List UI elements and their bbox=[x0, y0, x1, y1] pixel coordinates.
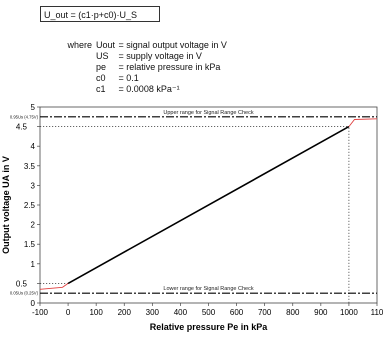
definition-row: c0 = 0.1 bbox=[58, 73, 227, 84]
definition-lead: where bbox=[67, 40, 92, 50]
y-tick-label: 4.5 bbox=[16, 123, 28, 132]
definition-symbol: pe bbox=[96, 62, 107, 72]
definition-symbol: US bbox=[96, 51, 109, 61]
definition-eq: = bbox=[118, 62, 124, 72]
y-tick-label: 2 bbox=[31, 221, 36, 230]
reference-axis-label: 0.95Us (4.75V) bbox=[10, 114, 39, 119]
definition-row: US = supply voltage in V bbox=[58, 51, 227, 62]
x-tick-label: -100 bbox=[32, 308, 49, 317]
definition-symbol: Uout bbox=[96, 40, 116, 50]
y-tick-label: 4 bbox=[31, 142, 36, 151]
definition-text: 0.1 bbox=[126, 73, 139, 83]
x-tick-label: 110 bbox=[371, 308, 383, 317]
x-tick-label: 900 bbox=[314, 308, 328, 317]
y-tick-label: 1.5 bbox=[24, 240, 36, 249]
y-tick-label: 0 bbox=[31, 299, 36, 308]
y-axis-label: Output voltage UA in V bbox=[1, 156, 11, 254]
definition-symbol: c0 bbox=[96, 73, 106, 83]
y-tick-label: 2.5 bbox=[24, 201, 36, 210]
series-line bbox=[39, 283, 69, 290]
x-tick-label: 0 bbox=[66, 308, 71, 317]
series-line bbox=[348, 118, 378, 127]
definition-row: pe = relative pressure in kPa bbox=[58, 62, 227, 73]
x-tick-label: 800 bbox=[286, 308, 300, 317]
definition-eq: = bbox=[118, 51, 124, 61]
definition-eq: = bbox=[118, 40, 124, 50]
x-axis-label: Relative pressure Pe in kPa bbox=[150, 322, 269, 332]
x-tick-label: 300 bbox=[146, 308, 160, 317]
definition-text: signal output voltage in V bbox=[126, 40, 227, 50]
y-tick-label: 3 bbox=[31, 181, 36, 190]
y-tick-label: 5 bbox=[31, 103, 36, 112]
formula-text: U_out = (c1·p+c0)·U_S bbox=[44, 10, 138, 20]
definitions-block: where Uout = signal output voltage in V U… bbox=[58, 40, 227, 95]
definition-row: c1 = 0.0008 kPa⁻¹ bbox=[58, 84, 227, 95]
y-tick-label: 3.5 bbox=[24, 162, 36, 171]
definition-symbol: c1 bbox=[96, 84, 106, 94]
x-tick-label: 500 bbox=[202, 308, 216, 317]
x-tick-label: 100 bbox=[89, 308, 103, 317]
definition-eq: = bbox=[118, 73, 124, 83]
reference-axis-label: 0.05Us (0.25V) bbox=[10, 291, 39, 296]
reference-line-label: Upper range for Signal Range Check bbox=[163, 110, 253, 116]
definition-eq: = bbox=[118, 84, 124, 94]
y-tick-label: 0.5 bbox=[16, 279, 28, 288]
x-tick-label: 600 bbox=[230, 308, 244, 317]
x-tick-label: 200 bbox=[118, 308, 132, 317]
y-tick-label: 1 bbox=[31, 260, 36, 269]
definition-row: where Uout = signal output voltage in V bbox=[58, 40, 227, 51]
definition-text: 0.0008 kPa⁻¹ bbox=[126, 84, 180, 94]
x-tick-label: 400 bbox=[174, 308, 188, 317]
definition-text: relative pressure in kPa bbox=[126, 62, 221, 72]
series-line bbox=[67, 125, 350, 285]
reference-line-label: Lower range for Signal Range Check bbox=[163, 286, 253, 292]
x-tick-label: 700 bbox=[258, 308, 272, 317]
definition-text: supply voltage in V bbox=[126, 51, 202, 61]
formula-box: U_out = (c1·p+c0)·U_S bbox=[40, 6, 160, 22]
x-tick-label: 1000 bbox=[340, 308, 358, 317]
